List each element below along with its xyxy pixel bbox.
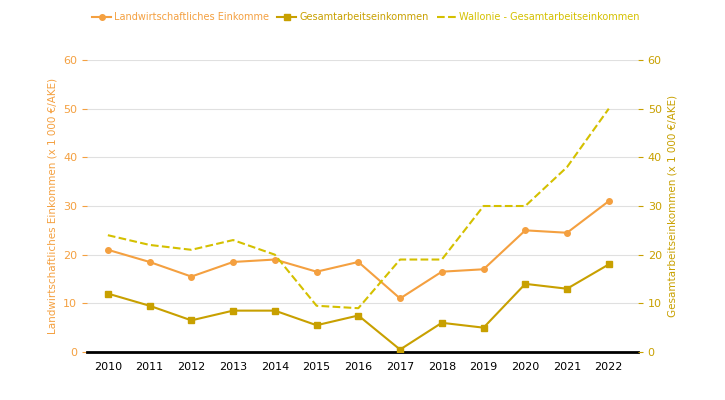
Landwirtschaftliches Einkomme <box>145 260 154 264</box>
Wallonie - Gesamtarbeitseinkommen <box>354 306 362 310</box>
Y-axis label: Gesamtarbeitseinkommen (x 1 000 €/AKE): Gesamtarbeitseinkommen (x 1 000 €/AKE) <box>668 95 677 317</box>
Landwirtschaftliches Einkomme <box>605 199 613 204</box>
Gesamtarbeitseinkommen <box>563 286 571 291</box>
Landwirtschaftliches Einkomme <box>270 257 279 262</box>
Wallonie - Gesamtarbeitseinkommen <box>229 238 238 242</box>
Landwirtschaftliches Einkomme <box>312 269 321 274</box>
Landwirtschaftliches Einkomme <box>396 296 405 301</box>
Landwirtschaftliches Einkomme <box>229 260 238 264</box>
Gesamtarbeitseinkommen <box>312 323 321 328</box>
Landwirtschaftliches Einkomme <box>479 267 488 272</box>
Wallonie - Gesamtarbeitseinkommen <box>145 242 154 247</box>
Landwirtschaftliches Einkomme <box>563 230 571 235</box>
Wallonie - Gesamtarbeitseinkommen <box>437 257 446 262</box>
Gesamtarbeitseinkommen <box>229 308 238 313</box>
Gesamtarbeitseinkommen <box>187 318 196 323</box>
Landwirtschaftliches Einkomme <box>354 260 362 264</box>
Landwirtschaftliches Einkomme <box>521 228 530 233</box>
Wallonie - Gesamtarbeitseinkommen <box>104 233 112 238</box>
Gesamtarbeitseinkommen <box>354 313 362 318</box>
Wallonie - Gesamtarbeitseinkommen <box>563 165 571 170</box>
Legend: Landwirtschaftliches Einkomme, Gesamtarbeitseinkommen, Wallonie - Gesamtarbeitse: Landwirtschaftliches Einkomme, Gesamtarb… <box>92 12 639 22</box>
Line: Wallonie - Gesamtarbeitseinkommen: Wallonie - Gesamtarbeitseinkommen <box>108 109 609 308</box>
Gesamtarbeitseinkommen <box>104 291 112 296</box>
Landwirtschaftliches Einkomme <box>437 269 446 274</box>
Y-axis label: Landwirtschaftliches Einkommen (x 1 000 €/AKE): Landwirtschaftliches Einkommen (x 1 000 … <box>48 78 57 334</box>
Gesamtarbeitseinkommen <box>605 262 613 267</box>
Gesamtarbeitseinkommen <box>479 325 488 330</box>
Gesamtarbeitseinkommen <box>145 303 154 308</box>
Landwirtschaftliches Einkomme <box>187 274 196 279</box>
Gesamtarbeitseinkommen <box>396 347 405 352</box>
Gesamtarbeitseinkommen <box>521 282 530 286</box>
Line: Gesamtarbeitseinkommen: Gesamtarbeitseinkommen <box>105 262 612 352</box>
Gesamtarbeitseinkommen <box>437 320 446 325</box>
Gesamtarbeitseinkommen <box>270 308 279 313</box>
Wallonie - Gesamtarbeitseinkommen <box>312 303 321 308</box>
Wallonie - Gesamtarbeitseinkommen <box>187 247 196 252</box>
Wallonie - Gesamtarbeitseinkommen <box>479 204 488 208</box>
Wallonie - Gesamtarbeitseinkommen <box>605 106 613 111</box>
Wallonie - Gesamtarbeitseinkommen <box>521 204 530 208</box>
Wallonie - Gesamtarbeitseinkommen <box>396 257 405 262</box>
Wallonie - Gesamtarbeitseinkommen <box>270 252 279 257</box>
Line: Landwirtschaftliches Einkomme: Landwirtschaftliches Einkomme <box>105 198 612 301</box>
Landwirtschaftliches Einkomme <box>104 247 112 252</box>
